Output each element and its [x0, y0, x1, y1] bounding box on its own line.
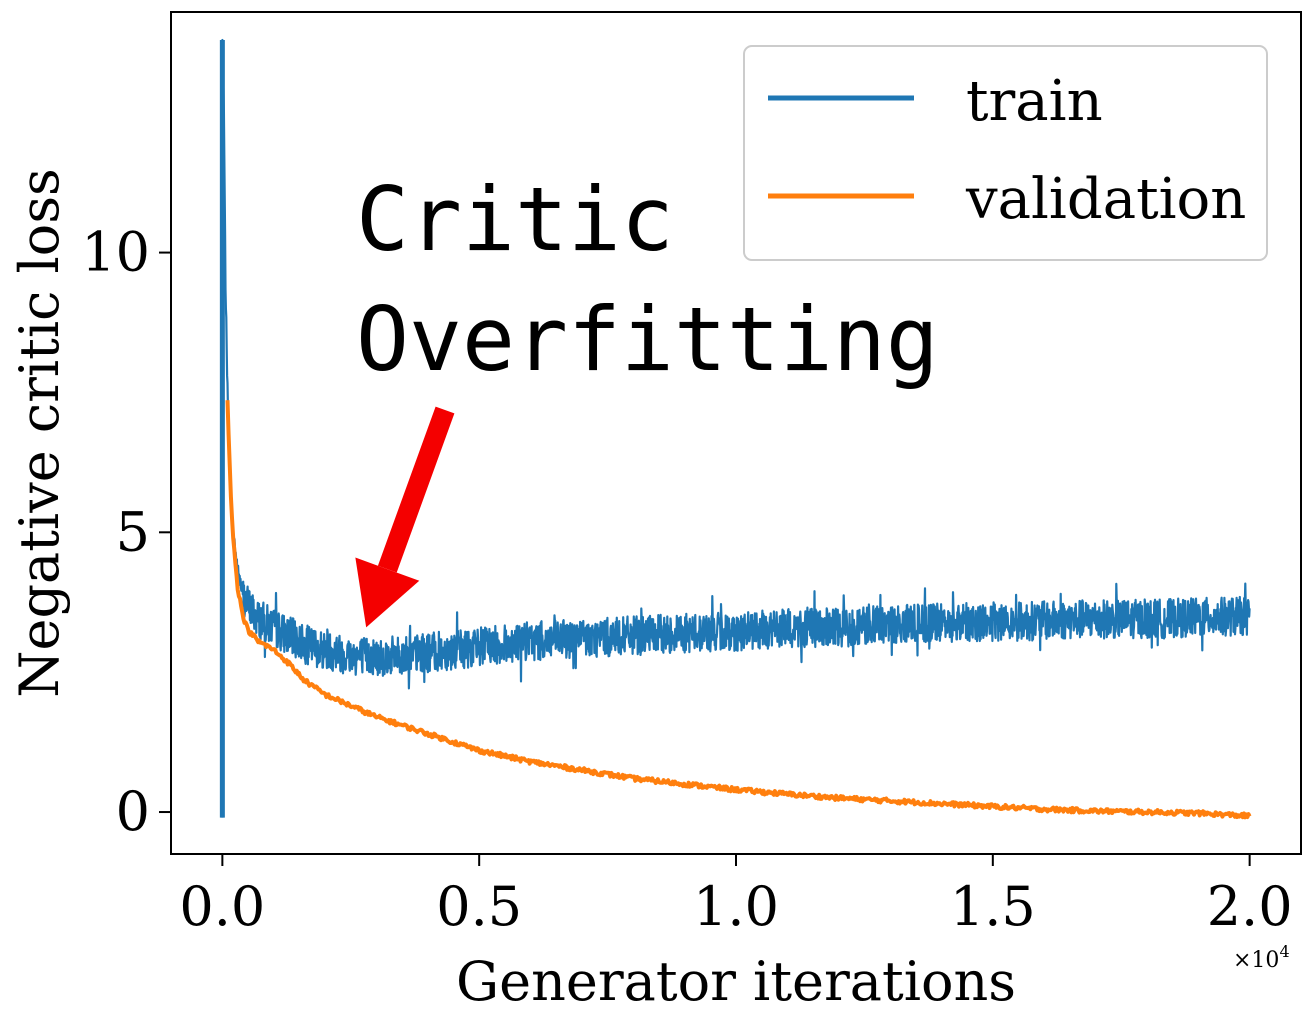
y-tick-label: 5 — [116, 500, 150, 563]
x-axis-label: Generator iterations — [456, 950, 1016, 1013]
x-multiplier-exponent: 4 — [1279, 942, 1289, 961]
annotation: Critic Overfitting — [355, 168, 939, 628]
x-tick-label: 0.0 — [179, 875, 265, 938]
x-tick-label: 0.5 — [436, 875, 522, 938]
y-tick-label: 10 — [81, 221, 150, 284]
arrow-shaft — [377, 406, 455, 573]
series-line-validation — [225, 400, 1252, 820]
legend-label-validation: validation — [965, 167, 1246, 232]
x-tick-label: 2.0 — [1207, 875, 1293, 938]
annotation-line-2: Overfitting — [356, 288, 939, 391]
legend-label-train: train — [966, 69, 1103, 134]
x-tick-label: 1.5 — [950, 875, 1036, 938]
legend: train validation — [743, 45, 1268, 261]
x-tick-label: 1.0 — [693, 875, 779, 938]
x-multiplier-base: ×10 — [1233, 948, 1279, 973]
ticks-layer: 0.0 0.5 1.0 1.5 2.0 0 5 10 — [81, 221, 1292, 938]
series-line-train — [221, 38, 1251, 818]
series-layer — [219, 38, 1252, 820]
arrow-head — [355, 557, 420, 628]
x-axis-multiplier: ×104 — [1233, 942, 1290, 973]
y-tick-label: 0 — [116, 780, 150, 843]
annotation-arrow — [355, 406, 455, 628]
y-axis-label: Negative critic loss — [8, 168, 71, 697]
annotation-line-1: Critic — [356, 168, 674, 271]
